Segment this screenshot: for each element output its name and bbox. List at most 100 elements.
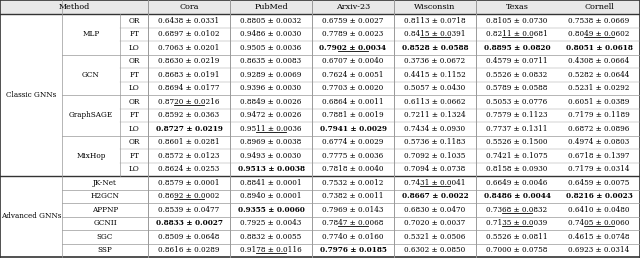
Text: 0.7969 ± 0.0143: 0.7969 ± 0.0143 [323,206,384,214]
Text: 0.9396 ± 0.0030: 0.9396 ± 0.0030 [241,84,301,92]
Text: 0.8572 ± 0.0123: 0.8572 ± 0.0123 [158,152,220,160]
Text: 0.7211 ± 0.1324: 0.7211 ± 0.1324 [404,111,466,119]
Text: FT: FT [129,111,139,119]
Text: H2GCN: H2GCN [91,192,120,200]
Text: 0.8895 ± 0.0820: 0.8895 ± 0.0820 [484,44,550,52]
Text: 0.8832 ± 0.0055: 0.8832 ± 0.0055 [241,233,301,241]
Text: 0.7737 ± 0.1311: 0.7737 ± 0.1311 [486,125,548,133]
Text: MLP: MLP [83,30,100,38]
Text: 0.9493 ± 0.0030: 0.9493 ± 0.0030 [241,152,301,160]
Text: 0.5736 ± 0.1183: 0.5736 ± 0.1183 [404,138,466,146]
Text: 0.7382 ± 0.0011: 0.7382 ± 0.0011 [323,192,384,200]
Text: 0.8833 ± 0.0027: 0.8833 ± 0.0027 [156,219,223,227]
Text: 0.7579 ± 0.1123: 0.7579 ± 0.1123 [486,111,548,119]
Text: 0.7624 ± 0.0051: 0.7624 ± 0.0051 [323,71,384,79]
Text: 0.8683 ± 0.0191: 0.8683 ± 0.0191 [158,71,220,79]
Text: 0.8051 ± 0.0618: 0.8051 ± 0.0618 [566,44,632,52]
Text: 0.8592 ± 0.0363: 0.8592 ± 0.0363 [159,111,220,119]
Text: 0.8630 ± 0.0219: 0.8630 ± 0.0219 [158,57,220,65]
Text: 0.9511 ± 0.0036: 0.9511 ± 0.0036 [240,125,301,133]
Text: 0.4308 ± 0.0664: 0.4308 ± 0.0664 [568,57,630,65]
Text: 0.7179 ± 0.1189: 0.7179 ± 0.1189 [568,111,630,119]
Text: 0.5057 ± 0.0430: 0.5057 ± 0.0430 [404,84,466,92]
Text: 0.8601 ± 0.0281: 0.8601 ± 0.0281 [158,138,220,146]
Text: 0.8509 ± 0.0648: 0.8509 ± 0.0648 [158,233,220,241]
Text: 0.9355 ± 0.0060: 0.9355 ± 0.0060 [237,206,305,214]
Text: 0.5789 ± 0.0588: 0.5789 ± 0.0588 [486,84,548,92]
Text: 0.6459 ± 0.0075: 0.6459 ± 0.0075 [568,179,630,187]
Text: 0.7094 ± 0.0738: 0.7094 ± 0.0738 [404,165,466,173]
Text: 0.9486 ± 0.0030: 0.9486 ± 0.0030 [241,30,301,38]
Text: 0.4615 ± 0.0748: 0.4615 ± 0.0748 [568,233,630,241]
Text: GraphSAGE: GraphSAGE [69,111,113,119]
Text: 0.6774 ± 0.0029: 0.6774 ± 0.0029 [323,138,384,146]
Text: Texas: Texas [506,3,529,11]
Text: FT: FT [129,71,139,79]
Text: 0.8635 ± 0.0083: 0.8635 ± 0.0083 [241,57,301,65]
Text: OR: OR [128,138,140,146]
Text: 0.6830 ± 0.0470: 0.6830 ± 0.0470 [404,206,466,214]
Text: 0.8805 ± 0.0032: 0.8805 ± 0.0032 [241,17,301,25]
Text: 0.6864 ± 0.0011: 0.6864 ± 0.0011 [322,98,384,106]
Text: 0.8105 ± 0.0730: 0.8105 ± 0.0730 [486,17,548,25]
Text: 0.8667 ± 0.0022: 0.8667 ± 0.0022 [402,192,468,200]
Text: 0.9513 ± 0.0038: 0.9513 ± 0.0038 [237,165,305,173]
Text: 0.9178 ± 0.0116: 0.9178 ± 0.0116 [240,246,302,254]
Text: SSP: SSP [98,246,113,254]
Text: 0.7179 ± 0.0314: 0.7179 ± 0.0314 [568,165,630,173]
Text: 0.8624 ± 0.0253: 0.8624 ± 0.0253 [158,165,220,173]
Text: 0.7405 ± 0.0060: 0.7405 ± 0.0060 [568,219,630,227]
Text: 0.7434 ± 0.0930: 0.7434 ± 0.0930 [404,125,465,133]
Text: LO: LO [129,165,140,173]
Text: Cornell: Cornell [584,3,614,11]
Text: 0.7703 ± 0.0020: 0.7703 ± 0.0020 [323,84,383,92]
Text: 0.9505 ± 0.0036: 0.9505 ± 0.0036 [241,44,301,52]
Text: 0.5231 ± 0.0292: 0.5231 ± 0.0292 [568,84,630,92]
Text: 0.4415 ± 0.1152: 0.4415 ± 0.1152 [404,71,466,79]
Text: 0.8969 ± 0.0038: 0.8969 ± 0.0038 [241,138,301,146]
Text: 0.6897 ± 0.0102: 0.6897 ± 0.0102 [158,30,220,38]
Text: 0.5282 ± 0.0644: 0.5282 ± 0.0644 [568,71,630,79]
Text: 0.8616 ± 0.0289: 0.8616 ± 0.0289 [158,246,220,254]
Text: 0.7421 ± 0.1075: 0.7421 ± 0.1075 [486,152,548,160]
Text: 0.7092 ± 0.1035: 0.7092 ± 0.1035 [404,152,466,160]
Text: 0.8849 ± 0.0026: 0.8849 ± 0.0026 [240,98,301,106]
Text: 0.8841 ± 0.0001: 0.8841 ± 0.0001 [240,179,302,187]
Text: 0.6051 ± 0.0389: 0.6051 ± 0.0389 [568,98,630,106]
Text: FT: FT [129,30,139,38]
Text: OR: OR [128,98,140,106]
Text: 0.7368 ± 0.0832: 0.7368 ± 0.0832 [486,206,548,214]
Text: 0.5526 ± 0.0832: 0.5526 ± 0.0832 [486,71,548,79]
Text: PubMed: PubMed [254,3,288,11]
Text: 0.8486 ± 0.0044: 0.8486 ± 0.0044 [483,192,550,200]
Text: 0.7976 ± 0.0185: 0.7976 ± 0.0185 [319,246,387,254]
Text: 0.4974 ± 0.0803: 0.4974 ± 0.0803 [568,138,630,146]
Text: 0.6759 ± 0.0027: 0.6759 ± 0.0027 [323,17,384,25]
Text: Wisconsin: Wisconsin [414,3,456,11]
Text: Method: Method [58,3,90,11]
Text: 0.7063 ± 0.0201: 0.7063 ± 0.0201 [158,44,220,52]
Text: 0.5526 ± 0.0811: 0.5526 ± 0.0811 [486,233,548,241]
Text: 0.6438 ± 0.0331: 0.6438 ± 0.0331 [159,17,220,25]
Text: 0.7847 ± 0.0068: 0.7847 ± 0.0068 [323,219,384,227]
Text: 0.6302 ± 0.0850: 0.6302 ± 0.0850 [404,246,466,254]
Text: 0.8720 ± 0.0216: 0.8720 ± 0.0216 [158,98,220,106]
Text: 0.7941 ± 0.0029: 0.7941 ± 0.0029 [319,125,387,133]
Text: 0.8940 ± 0.0001: 0.8940 ± 0.0001 [240,192,301,200]
Text: 0.5321 ± 0.0506: 0.5321 ± 0.0506 [404,233,466,241]
Text: 0.6872 ± 0.0896: 0.6872 ± 0.0896 [568,125,630,133]
Text: 0.8727 ± 0.0219: 0.8727 ± 0.0219 [156,125,223,133]
Text: Advanced GNNs: Advanced GNNs [1,213,61,221]
Text: 0.7431 ± 0.0041: 0.7431 ± 0.0041 [404,179,466,187]
Text: 0.8692 ± 0.0002: 0.8692 ± 0.0002 [158,192,220,200]
Text: JK-Net: JK-Net [93,179,117,187]
Text: 0.7789 ± 0.0023: 0.7789 ± 0.0023 [323,30,383,38]
Text: Classic GNNs: Classic GNNs [6,91,56,99]
Text: 0.8694 ± 0.0177: 0.8694 ± 0.0177 [158,84,220,92]
Text: 0.5526 ± 0.1500: 0.5526 ± 0.1500 [486,138,548,146]
Text: 0.6923 ± 0.0314: 0.6923 ± 0.0314 [568,246,630,254]
Text: MixHop: MixHop [76,152,106,160]
Text: 0.5053 ± 0.0776: 0.5053 ± 0.0776 [486,98,548,106]
Text: 0.7532 ± 0.0012: 0.7532 ± 0.0012 [323,179,384,187]
Text: GCNII: GCNII [93,219,117,227]
